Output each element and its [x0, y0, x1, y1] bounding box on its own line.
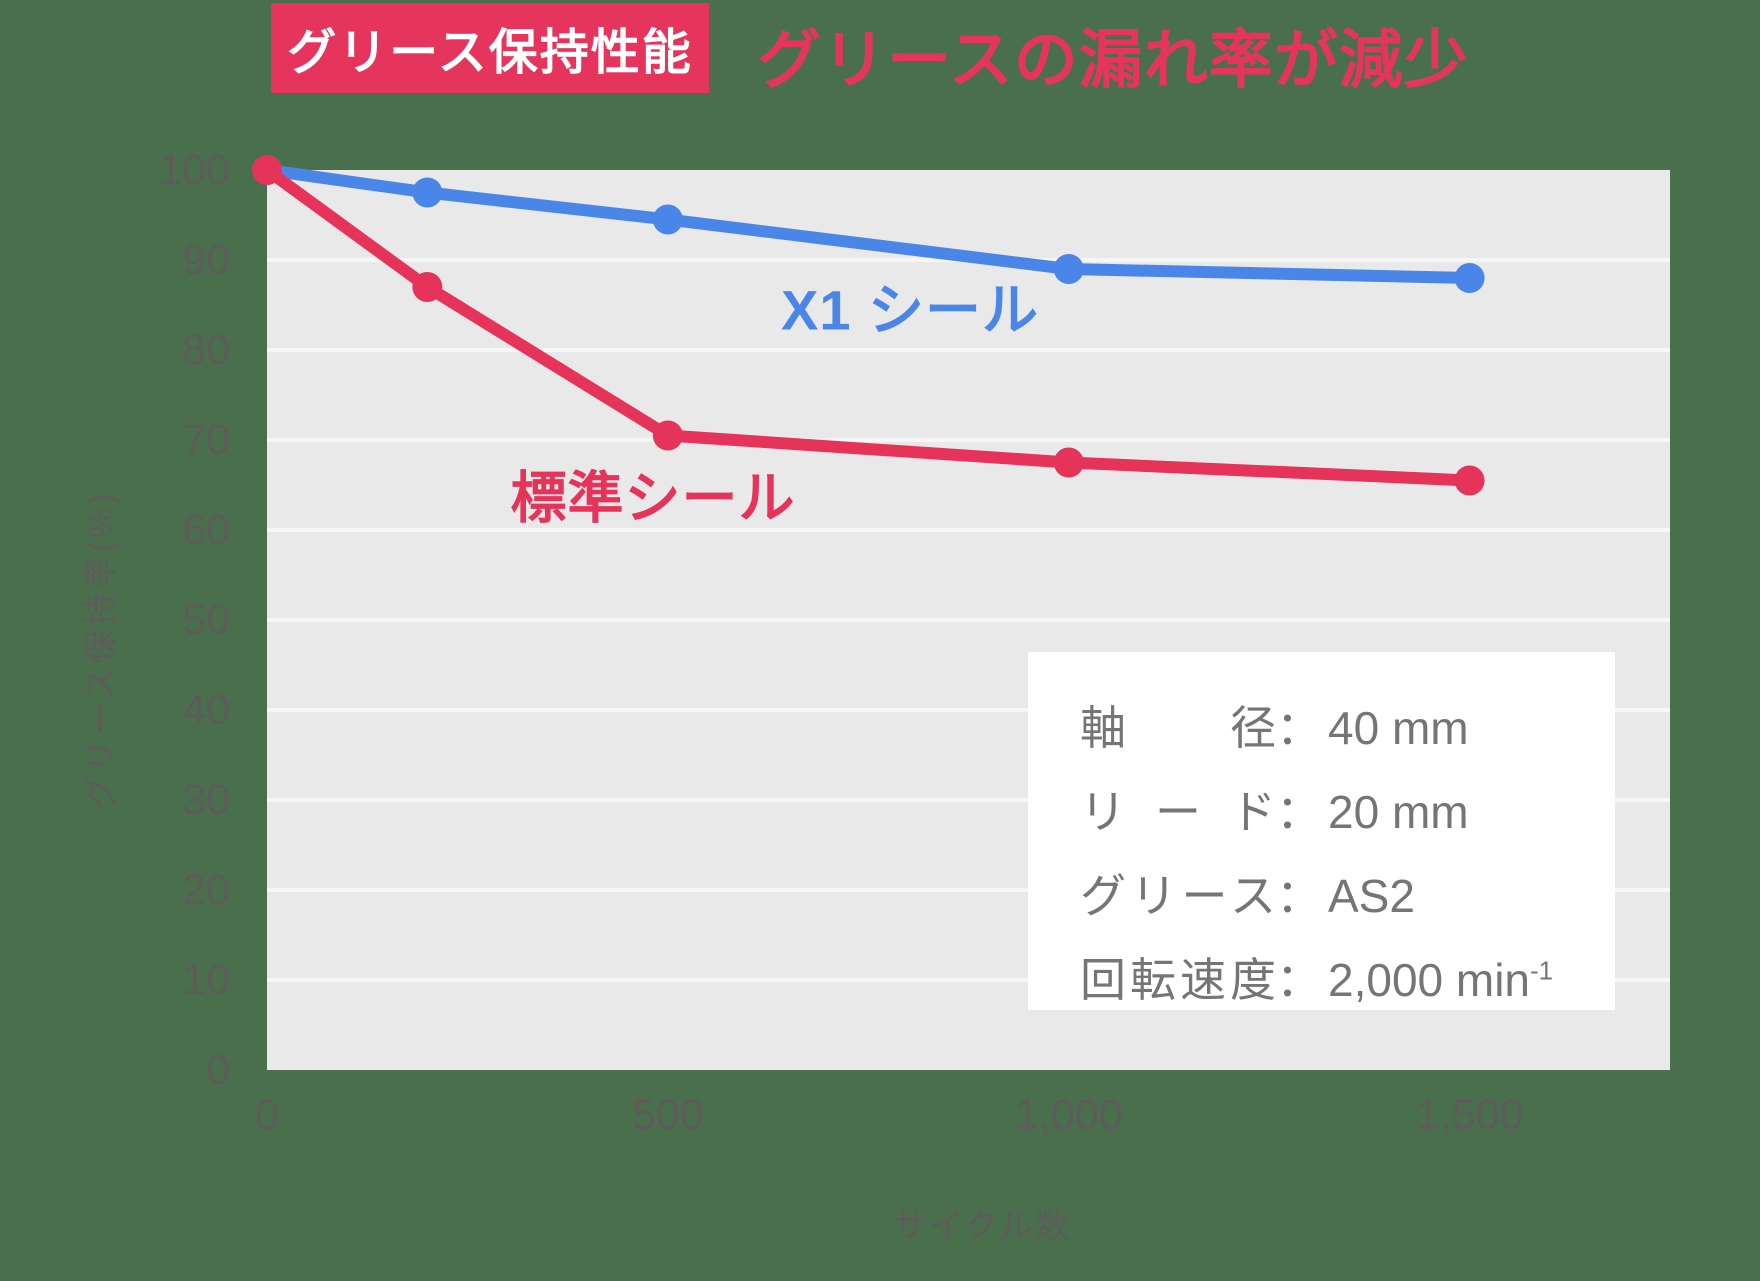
y-tick-label: 80: [182, 326, 230, 374]
y-tick-label: 60: [182, 506, 230, 554]
x-tick-label: 0: [255, 1091, 279, 1139]
spec-value: 20 mm: [1328, 786, 1469, 838]
x-tick-label: 500: [631, 1091, 704, 1139]
y-tick-label: 30: [182, 776, 230, 824]
y-tick-label: 70: [182, 416, 230, 464]
title-badge-label: グリース保持性能: [287, 25, 693, 80]
headline-text: グリースの漏れ率が減少: [757, 24, 1469, 96]
series-label-x1-seal: X1 シール: [780, 278, 1040, 342]
data-point: [652, 420, 683, 451]
spec-row-shaft-diameter: 軸径： 40 mm: [1080, 686, 1615, 770]
data-point: [252, 155, 282, 185]
data-point: [1053, 447, 1084, 478]
data-point: [412, 177, 443, 208]
data-point: [1053, 254, 1084, 284]
y-tick-label: 50: [182, 596, 230, 644]
spec-colon: ：: [1276, 702, 1322, 754]
spec-colon: ：: [1276, 786, 1322, 838]
y-tick-label: 90: [182, 236, 230, 284]
spec-label: 軸径: [1080, 702, 1276, 754]
spec-label: リード: [1080, 786, 1276, 838]
y-axis-title: グリース保持率(%): [82, 490, 121, 810]
spec-label: グリース: [1080, 870, 1276, 922]
y-tick-label: 10: [182, 956, 230, 1004]
data-point: [652, 204, 683, 235]
y-tick-label: 40: [182, 686, 230, 734]
spec-colon: ：: [1276, 954, 1322, 1006]
spec-value: AS2: [1328, 870, 1415, 922]
spec-row-lead: リード： 20 mm: [1080, 770, 1615, 854]
spec-value: 40 mm: [1328, 702, 1469, 754]
y-tick-label: 20: [182, 866, 230, 914]
data-point: [1454, 263, 1485, 293]
title-badge: グリース保持性能: [271, 3, 709, 93]
test-conditions-box: 軸径： 40 mm リード： 20 mm グリース： AS2 回転速度： 2,000 m…: [1028, 652, 1615, 1010]
x-tick-label: 1,000: [1014, 1091, 1123, 1139]
x-axis-title: サイクル数: [892, 1207, 1072, 1246]
spec-value: 2,000 min-1: [1328, 954, 1554, 1006]
series-label-standard-seal: 標準シール: [510, 466, 796, 530]
x-tick-label: 1,500: [1415, 1091, 1524, 1139]
data-point: [1454, 465, 1485, 496]
data-point: [412, 272, 443, 302]
spec-row-rotation-speed: 回転速度： 2,000 min-1: [1080, 938, 1615, 1022]
y-tick-label: 0: [206, 1046, 230, 1094]
spec-colon: ：: [1276, 870, 1322, 922]
spec-row-grease: グリース： AS2: [1080, 854, 1615, 938]
y-tick-label: 100: [158, 146, 230, 194]
spec-label: 回転速度: [1080, 954, 1276, 1006]
